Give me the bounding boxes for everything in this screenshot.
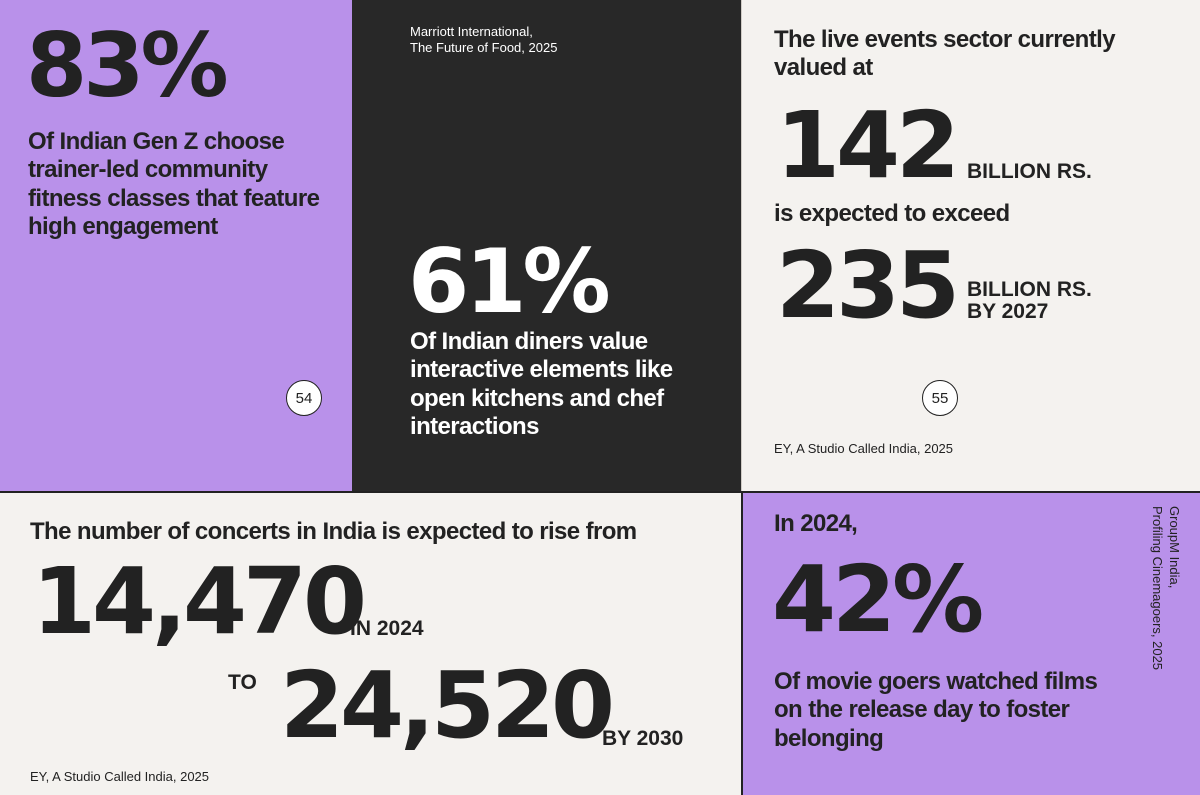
dining-stat-value: 61% [408,230,611,333]
concerts-from-label: IN 2024 [350,617,424,640]
movie-goers-source-line2: Profiling Cinemagoers, 2025 [1150,506,1166,671]
live-events-current-value: 142 [776,92,960,199]
vertical-divider [741,492,743,795]
movie-goers-source: GroupM India, Profiling Cinemagoers, 202… [1148,506,1182,726]
live-events-future-value: 235 [776,232,960,339]
concerts-connector: TO [228,671,257,694]
dining-stat-panel: Marriott International, The Future of Fo… [352,0,742,492]
concerts-to-value: 24,520 [280,652,615,759]
page-number-54: 54 [286,380,322,416]
movie-goers-stat-value: 42% [772,546,984,653]
live-events-panel: The live events sector currently valued … [742,0,1200,492]
concerts-source: EY, A Studio Called India, 2025 [30,769,210,784]
live-events-source: EY, A Studio Called India, 2025 [774,441,954,456]
live-events-middle-text: is expected to exceed [774,200,1010,227]
dining-source-line1: Marriott International, [410,24,533,39]
fitness-stat-panel: 83% Of Indian Gen Z choose trainer-led c… [0,0,352,492]
concerts-from-value: 14,470 [32,548,367,655]
live-events-future-year: BY 2027 [967,300,1049,323]
concerts-intro: The number of concerts in India is expec… [30,518,637,545]
dining-source-line2: The Future of Food, 2025 [410,40,558,55]
live-events-current-unit: BILLION RS. [967,160,1092,183]
page-number-55: 55 [922,380,958,416]
dining-stat-description: Of Indian diners value interactive eleme… [410,328,673,440]
movie-goers-description: Of movie goers watched films on the rele… [774,668,1098,752]
movie-goers-intro: In 2024, [774,510,858,537]
live-events-intro: The live events sector currently valued … [774,26,1116,82]
live-events-future-unit: BILLION RS. [967,278,1092,301]
horizontal-divider [0,491,1200,493]
fitness-stat-value: 83% [26,14,229,117]
concerts-to-label: BY 2030 [602,727,684,750]
movie-goers-panel: In 2024, 42% Of movie goers watched film… [742,492,1200,795]
fitness-stat-description: Of Indian Gen Z choose trainer-led commu… [28,128,320,240]
top-panel-divider [741,0,742,492]
concerts-panel: The number of concerts in India is expec… [0,492,742,795]
movie-goers-source-line1: GroupM India, [1167,506,1182,589]
